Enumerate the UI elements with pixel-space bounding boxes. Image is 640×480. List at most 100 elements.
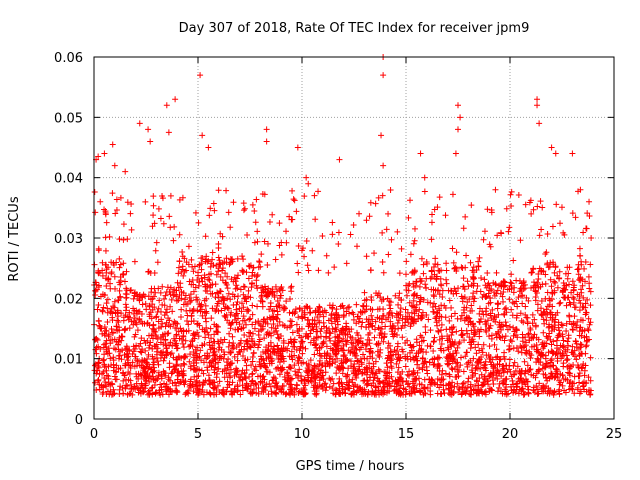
data-point xyxy=(136,120,143,127)
data-point xyxy=(269,314,276,321)
data-point xyxy=(449,379,456,386)
data-point xyxy=(570,351,577,358)
data-point xyxy=(322,387,329,394)
data-point xyxy=(433,315,440,322)
data-point xyxy=(130,295,137,302)
data-point xyxy=(500,298,507,305)
data-point xyxy=(452,373,459,380)
data-point xyxy=(165,374,172,381)
data-point xyxy=(403,258,410,265)
data-point xyxy=(209,357,216,364)
data-point xyxy=(235,315,242,322)
data-point xyxy=(206,352,213,359)
data-point xyxy=(180,290,187,297)
data-point xyxy=(339,338,346,345)
data-point xyxy=(577,388,584,395)
data-point xyxy=(532,297,539,304)
data-point xyxy=(580,294,587,301)
data-point xyxy=(171,291,178,298)
data-point xyxy=(460,225,467,232)
data-point xyxy=(506,296,513,303)
data-point xyxy=(395,364,402,371)
data-point xyxy=(165,330,172,337)
data-point xyxy=(517,310,524,317)
data-point xyxy=(529,269,536,276)
data-point xyxy=(197,303,204,310)
data-point xyxy=(293,208,300,215)
data-point xyxy=(363,366,370,373)
data-point xyxy=(240,313,247,320)
data-point xyxy=(438,302,445,309)
data-point xyxy=(171,318,178,325)
data-point xyxy=(95,318,102,325)
data-point xyxy=(519,292,526,299)
data-point xyxy=(200,359,207,366)
data-point xyxy=(282,391,289,398)
data-point xyxy=(215,365,222,372)
data-point xyxy=(438,267,445,274)
data-point xyxy=(420,261,427,268)
data-point xyxy=(224,384,231,391)
data-point xyxy=(105,373,112,380)
data-point xyxy=(364,336,371,343)
data-point xyxy=(402,316,409,323)
data-point xyxy=(420,270,427,277)
data-point xyxy=(190,268,197,275)
data-point xyxy=(506,356,513,363)
data-point xyxy=(538,298,545,305)
data-point xyxy=(215,240,222,247)
data-point xyxy=(566,312,573,319)
data-point xyxy=(575,345,582,352)
data-point xyxy=(274,331,281,338)
data-point xyxy=(264,240,271,247)
data-point xyxy=(163,345,170,352)
data-point xyxy=(263,138,270,145)
data-point xyxy=(309,367,316,374)
data-point xyxy=(460,283,467,290)
data-point xyxy=(191,263,198,270)
data-point xyxy=(498,230,505,237)
data-point xyxy=(235,373,242,380)
data-point xyxy=(300,391,307,398)
data-point xyxy=(209,342,216,349)
data-point xyxy=(555,346,562,353)
data-point xyxy=(301,193,308,200)
data-point xyxy=(487,294,494,301)
data-point xyxy=(391,346,398,353)
data-point xyxy=(118,333,125,340)
data-point xyxy=(437,275,444,282)
data-point xyxy=(384,387,391,394)
data-point xyxy=(359,319,366,326)
data-point xyxy=(448,304,455,311)
data-point xyxy=(403,271,409,278)
data-point xyxy=(336,385,343,392)
data-point xyxy=(375,194,382,201)
data-point xyxy=(548,370,555,377)
data-point xyxy=(113,206,120,213)
data-point xyxy=(439,287,446,294)
data-point xyxy=(253,389,260,396)
data-point xyxy=(241,295,248,302)
data-point xyxy=(102,382,109,389)
data-point xyxy=(384,380,391,387)
data-point xyxy=(206,284,213,291)
data-point xyxy=(476,375,483,382)
data-point xyxy=(364,391,371,398)
data-point xyxy=(410,380,417,387)
data-point xyxy=(248,284,255,291)
data-point xyxy=(281,374,288,381)
data-point xyxy=(467,318,474,325)
data-point xyxy=(308,374,315,381)
data-point xyxy=(566,380,573,387)
data-point xyxy=(289,216,296,223)
data-point xyxy=(551,388,558,395)
data-point xyxy=(211,338,218,345)
data-point xyxy=(397,311,404,318)
data-point xyxy=(139,320,146,327)
data-point xyxy=(425,316,432,323)
data-point xyxy=(217,288,224,295)
data-point xyxy=(332,324,339,331)
data-point xyxy=(368,312,375,319)
data-point xyxy=(336,334,343,341)
data-point xyxy=(214,289,221,296)
